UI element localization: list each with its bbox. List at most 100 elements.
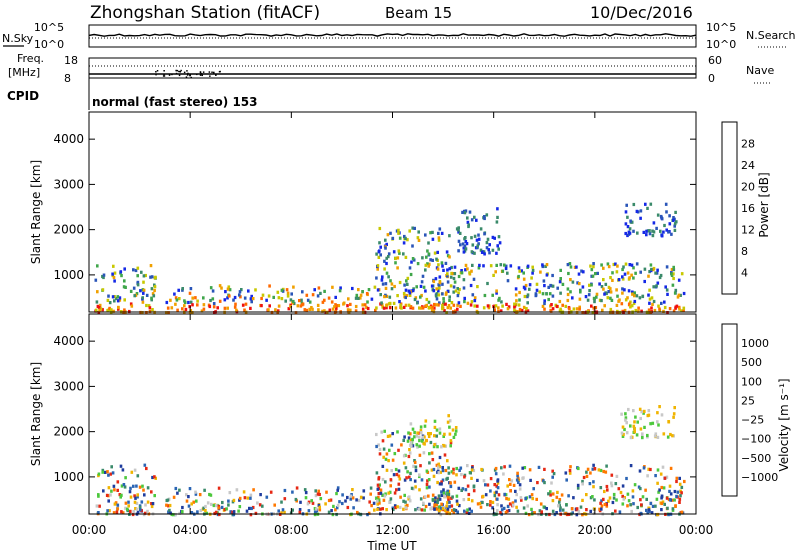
data-cell bbox=[655, 271, 659, 275]
data-cell bbox=[522, 476, 525, 480]
data-cell bbox=[611, 278, 614, 282]
data-cell bbox=[115, 510, 119, 514]
data-cell bbox=[477, 233, 480, 237]
data-cell bbox=[413, 297, 417, 302]
data-cell bbox=[528, 283, 532, 287]
data-cell bbox=[459, 304, 462, 308]
data-cell bbox=[407, 454, 411, 459]
data-cell bbox=[653, 434, 657, 438]
data-cell bbox=[446, 268, 449, 272]
data-cell bbox=[437, 293, 441, 297]
data-cell bbox=[660, 234, 664, 238]
data-cell bbox=[447, 492, 451, 497]
data-cell bbox=[153, 285, 157, 289]
data-cell bbox=[120, 484, 124, 488]
data-cell bbox=[122, 285, 126, 289]
data-cell bbox=[223, 306, 227, 310]
data-cell bbox=[593, 467, 597, 471]
data-cell bbox=[417, 435, 421, 439]
data-cell bbox=[377, 492, 381, 496]
data-cell bbox=[581, 479, 584, 484]
data-cell bbox=[634, 308, 638, 313]
data-cell bbox=[410, 444, 413, 448]
data-cell bbox=[280, 297, 284, 301]
data-cell bbox=[590, 283, 593, 287]
data-cell bbox=[304, 491, 308, 495]
data-cell bbox=[377, 477, 380, 481]
data-cell bbox=[652, 299, 656, 304]
data-cell bbox=[250, 506, 253, 511]
data-cell bbox=[629, 424, 632, 428]
data-cell bbox=[551, 273, 554, 278]
noise-tick-top-right: 10^5 bbox=[706, 21, 736, 34]
data-cell bbox=[217, 486, 221, 490]
data-cell bbox=[416, 301, 419, 305]
data-cell bbox=[398, 280, 402, 285]
data-cell bbox=[470, 468, 474, 472]
data-cell bbox=[140, 500, 144, 504]
data-cell bbox=[648, 301, 651, 305]
data-cell bbox=[629, 219, 632, 223]
data-cell bbox=[508, 502, 512, 506]
data-cell bbox=[522, 506, 526, 510]
data-cell bbox=[541, 304, 545, 308]
data-cell bbox=[440, 493, 444, 497]
data-cell bbox=[579, 290, 582, 294]
data-cell bbox=[422, 285, 426, 289]
data-cell bbox=[404, 500, 407, 504]
data-cell bbox=[649, 422, 652, 426]
data-cell bbox=[649, 467, 652, 472]
freq-point bbox=[186, 74, 189, 76]
data-cell bbox=[294, 311, 298, 315]
data-cell bbox=[499, 510, 502, 515]
data-cell bbox=[654, 432, 658, 436]
data-cell bbox=[389, 279, 392, 283]
freq-tick-bottom: 8 bbox=[64, 72, 71, 85]
data-cell bbox=[668, 489, 671, 493]
data-cell bbox=[584, 295, 588, 299]
data-cell bbox=[429, 440, 433, 445]
data-cell bbox=[644, 202, 647, 206]
data-cell bbox=[674, 504, 677, 508]
data-cell bbox=[470, 499, 474, 503]
data-cell bbox=[449, 439, 453, 443]
freq-point bbox=[199, 71, 202, 73]
data-cell bbox=[366, 306, 370, 311]
data-cell bbox=[437, 303, 440, 307]
data-cell bbox=[464, 209, 468, 213]
data-cell bbox=[214, 510, 218, 514]
data-cell bbox=[229, 510, 232, 514]
data-cell bbox=[298, 299, 301, 303]
data-cell bbox=[183, 299, 186, 303]
data-cell bbox=[335, 304, 338, 308]
data-cell bbox=[268, 304, 271, 308]
data-cell bbox=[143, 511, 147, 515]
data-cell bbox=[357, 296, 360, 300]
data-cell bbox=[438, 505, 441, 509]
data-cell bbox=[323, 289, 326, 293]
data-cell bbox=[330, 300, 334, 304]
power-data bbox=[94, 202, 686, 315]
data-cell bbox=[599, 468, 603, 473]
data-cell bbox=[499, 263, 503, 267]
data-cell bbox=[672, 272, 675, 276]
data-cell bbox=[341, 501, 344, 506]
data-cell bbox=[421, 435, 425, 439]
data-cell bbox=[434, 277, 438, 281]
nsearch-label: N.Search bbox=[746, 29, 796, 42]
data-cell bbox=[603, 292, 606, 296]
data-cell bbox=[477, 266, 481, 270]
data-cell bbox=[493, 304, 496, 308]
data-cell bbox=[375, 306, 378, 310]
noise-panel-frame bbox=[88, 24, 697, 48]
data-cell bbox=[450, 508, 454, 513]
data-cell bbox=[503, 492, 506, 496]
data-cell bbox=[176, 308, 179, 312]
data-cell bbox=[570, 507, 574, 511]
data-cell bbox=[663, 305, 667, 310]
data-cell bbox=[97, 472, 101, 476]
data-cell bbox=[433, 507, 436, 511]
data-cell bbox=[124, 285, 127, 289]
y-tick-label: 1000 bbox=[53, 470, 84, 484]
data-cell bbox=[480, 467, 483, 472]
